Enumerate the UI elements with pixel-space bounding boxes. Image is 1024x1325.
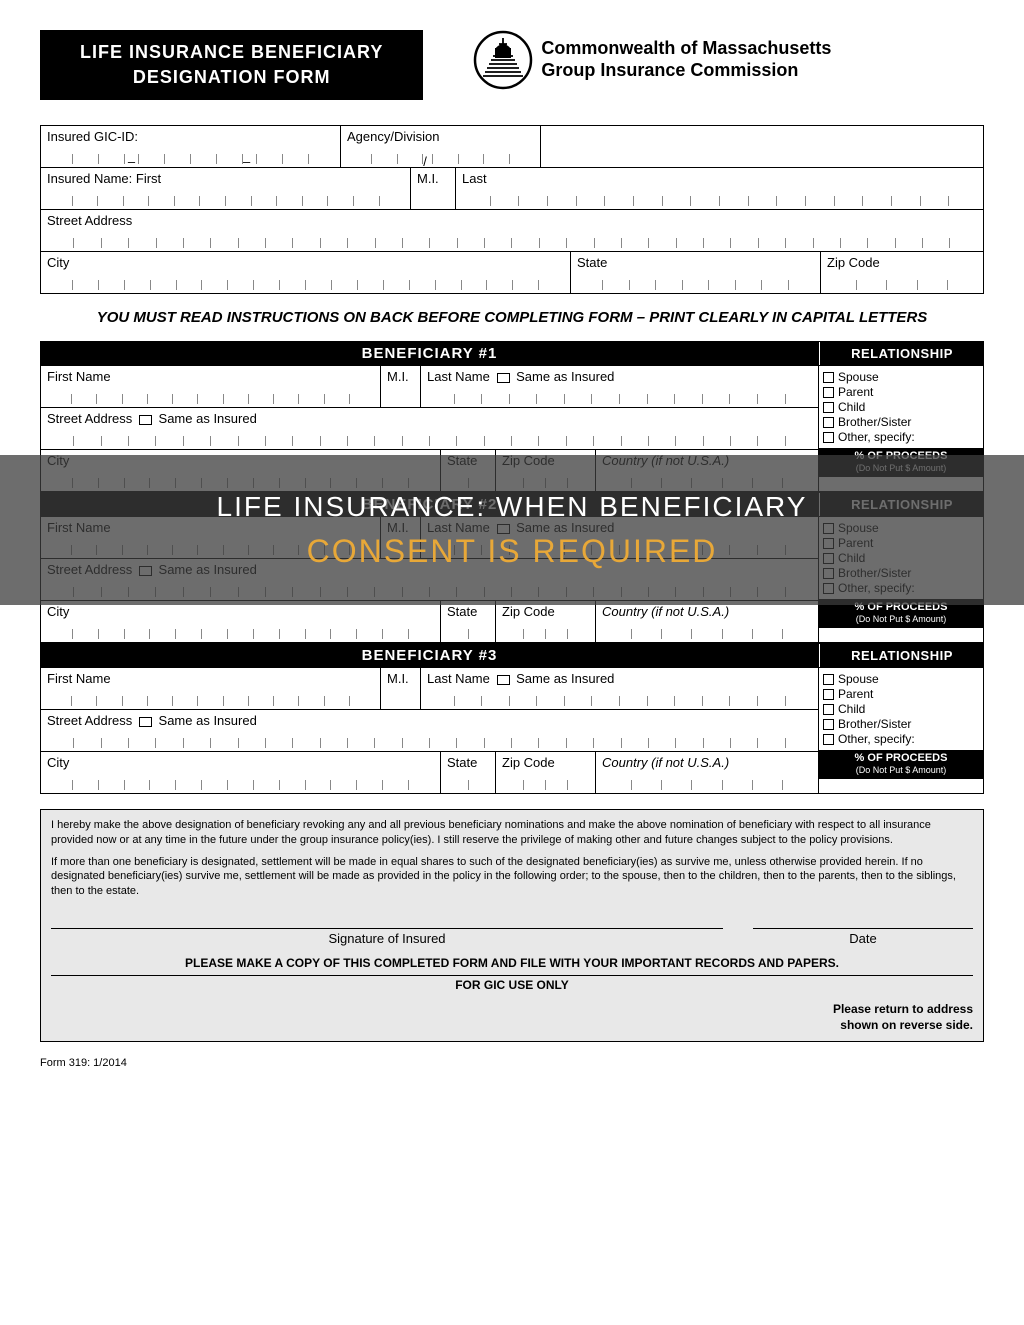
overlay-banner: LIFE INSURANCE: WHEN BENEFICIARY CONSENT… bbox=[0, 455, 1024, 605]
same-insured-checkbox[interactable] bbox=[139, 415, 152, 425]
date-line[interactable]: Date bbox=[753, 928, 973, 948]
proceeds-label: % OF PROCEEDS(Do Not Put $ Amount) bbox=[819, 750, 983, 778]
beneficiary-3: BENEFICIARY #3RELATIONSHIP First Name M.… bbox=[40, 643, 984, 794]
overlay-line2: CONSENT IS REQUIRED bbox=[307, 533, 718, 570]
rel-sibling[interactable]: Brother/Sister bbox=[823, 415, 979, 429]
b2-zip[interactable]: Zip Code bbox=[496, 601, 596, 642]
header: LIFE INSURANCE BENEFICIARY DESIGNATION F… bbox=[40, 30, 984, 100]
org-name: Commonwealth of Massachusetts Group Insu… bbox=[541, 38, 831, 81]
b1-first[interactable]: First Name bbox=[41, 366, 381, 407]
b3-last[interactable]: Last Name Same as Insured bbox=[421, 668, 818, 709]
insured-section: Insured GIC-ID: –– Agency/Division / Ins… bbox=[40, 125, 984, 294]
rel-parent[interactable]: Parent bbox=[823, 385, 979, 399]
rel-child[interactable]: Child bbox=[823, 702, 979, 716]
rel-parent[interactable]: Parent bbox=[823, 687, 979, 701]
gic-id-cell[interactable]: Insured GIC-ID: –– bbox=[41, 126, 341, 167]
disclaimer-box: I hereby make the above designation of b… bbox=[40, 809, 984, 1042]
same-insured-checkbox[interactable] bbox=[497, 373, 510, 383]
b3-city[interactable]: City bbox=[41, 752, 441, 793]
rel-spouse[interactable]: Spouse bbox=[823, 370, 979, 384]
rel-child[interactable]: Child bbox=[823, 400, 979, 414]
same-insured-checkbox[interactable] bbox=[139, 717, 152, 727]
b3-mi[interactable]: M.I. bbox=[381, 668, 421, 709]
signature-line[interactable]: Signature of Insured bbox=[51, 928, 723, 948]
same-insured-checkbox[interactable] bbox=[497, 675, 510, 685]
rel-sibling[interactable]: Brother/Sister bbox=[823, 717, 979, 731]
state-cell[interactable]: State bbox=[571, 252, 821, 293]
mi-cell[interactable]: M.I. bbox=[411, 168, 456, 209]
form-number: Form 319: 1/2014 bbox=[40, 1057, 984, 1069]
street-cell[interactable]: Street Address bbox=[41, 210, 983, 251]
b3-state[interactable]: State bbox=[441, 752, 496, 793]
form-title: LIFE INSURANCE BENEFICIARY DESIGNATION F… bbox=[40, 30, 423, 100]
first-name-cell[interactable]: Insured Name: First bbox=[41, 168, 411, 209]
b1-last[interactable]: Last Name Same as Insured bbox=[421, 366, 818, 407]
last-name-cell[interactable]: Last bbox=[456, 168, 983, 209]
rel-other[interactable]: Other, specify: bbox=[823, 430, 979, 444]
gic-only: FOR GIC USE ONLY bbox=[51, 975, 973, 994]
instruction-text: YOU MUST READ INSTRUCTIONS ON BACK BEFOR… bbox=[40, 309, 984, 326]
org-logo-area: Commonwealth of Massachusetts Group Insu… bbox=[473, 30, 831, 90]
zip-cell[interactable]: Zip Code bbox=[821, 252, 983, 293]
b2-country[interactable]: Country (if not U.S.A.) bbox=[596, 601, 818, 642]
b2-state[interactable]: State bbox=[441, 601, 496, 642]
city-cell[interactable]: City bbox=[41, 252, 571, 293]
dome-icon bbox=[473, 30, 533, 90]
rel-spouse[interactable]: Spouse bbox=[823, 672, 979, 686]
b3-country[interactable]: Country (if not U.S.A.) bbox=[596, 752, 818, 793]
b1-street[interactable]: Street Address Same as Insured bbox=[41, 408, 818, 449]
agency-cell[interactable]: Agency/Division / bbox=[341, 126, 541, 167]
disclaimer-p1: I hereby make the above designation of b… bbox=[51, 818, 973, 847]
b3-zip[interactable]: Zip Code bbox=[496, 752, 596, 793]
rel-other[interactable]: Other, specify: bbox=[823, 732, 979, 746]
return-note: Please return to addressshown on reverse… bbox=[51, 1002, 973, 1033]
b1-mi[interactable]: M.I. bbox=[381, 366, 421, 407]
b3-street[interactable]: Street Address Same as Insured bbox=[41, 710, 818, 751]
overlay-line1: LIFE INSURANCE: WHEN BENEFICIARY bbox=[217, 491, 808, 523]
copy-note: PLEASE MAKE A COPY OF THIS COMPLETED FOR… bbox=[51, 956, 973, 972]
title-line2: DESIGNATION FORM bbox=[80, 65, 383, 90]
b2-city[interactable]: City bbox=[41, 601, 441, 642]
disclaimer-p2: If more than one beneficiary is designat… bbox=[51, 855, 973, 898]
b3-first[interactable]: First Name bbox=[41, 668, 381, 709]
title-line1: LIFE INSURANCE BENEFICIARY bbox=[80, 40, 383, 65]
